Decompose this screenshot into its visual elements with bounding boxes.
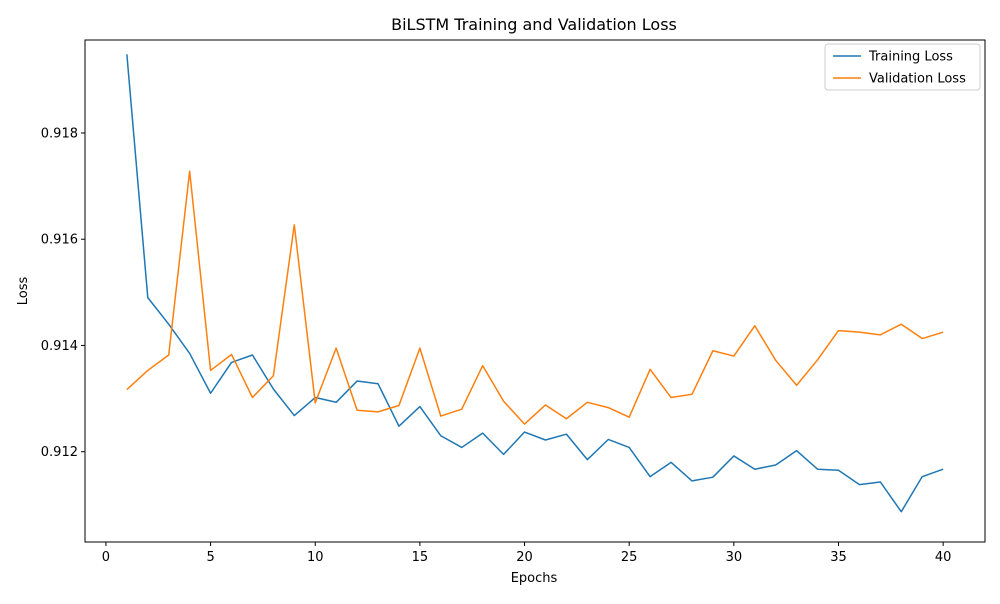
x-tick-label: 30 xyxy=(726,550,743,565)
y-axis-label: Loss xyxy=(16,277,31,306)
x-tick-label: 35 xyxy=(830,550,847,565)
y-tick-label: 0.916 xyxy=(41,233,78,248)
y-tick-label: 0.918 xyxy=(41,126,78,141)
x-tick-label: 0 xyxy=(102,550,110,565)
series-line-validation-loss xyxy=(126,170,944,425)
x-tick-label: 15 xyxy=(412,550,429,565)
y-tick-label: 0.912 xyxy=(41,445,78,460)
legend: Training Loss Validation Loss xyxy=(824,43,981,91)
x-tick-label: 25 xyxy=(621,550,638,565)
y-axis: 0.912 0.914 0.916 0.918 xyxy=(41,126,85,460)
plot-lines xyxy=(126,54,944,513)
legend-box xyxy=(824,43,981,91)
plot-area-frame xyxy=(84,39,986,543)
series-line-training-loss xyxy=(126,54,944,513)
x-tick-label: 10 xyxy=(307,550,324,565)
x-tick-label: 40 xyxy=(935,550,952,565)
x-axis: 0 5 10 15 20 25 30 35 40 xyxy=(102,542,952,565)
chart-title: BiLSTM Training and Validation Loss xyxy=(391,15,677,34)
x-tick-label: 20 xyxy=(516,550,533,565)
x-axis-label: Epochs xyxy=(511,571,558,586)
legend-label-validation: Validation Loss xyxy=(869,72,966,87)
legend-label-training: Training Loss xyxy=(868,50,953,65)
y-tick-label: 0.914 xyxy=(41,339,78,354)
x-tick-label: 5 xyxy=(206,550,214,565)
